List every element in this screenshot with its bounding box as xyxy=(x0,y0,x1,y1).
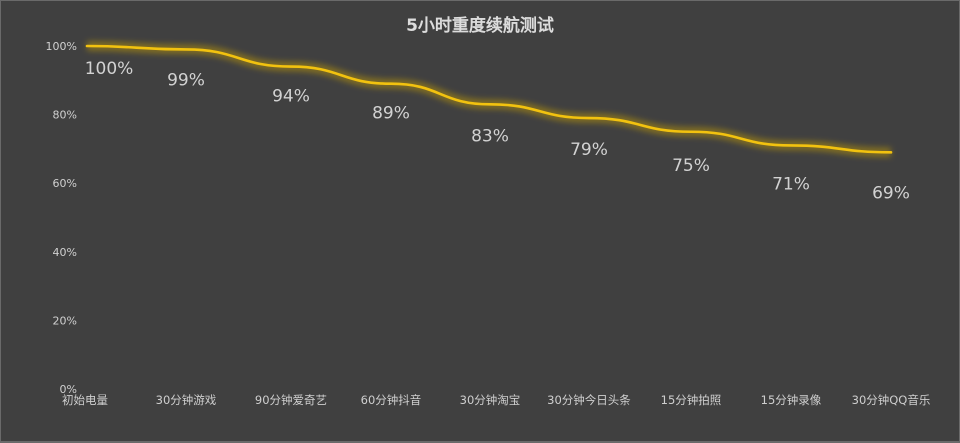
x-tick-label: 30分钟游戏 xyxy=(156,393,217,407)
x-tick-label: 15分钟拍照 xyxy=(661,393,722,407)
y-tick-label: 100% xyxy=(46,40,77,53)
data-label: 75% xyxy=(672,156,710,176)
x-tick-label: 30分钟今日头条 xyxy=(547,393,631,407)
data-label: 83% xyxy=(471,126,509,146)
x-axis: 初始电量 30分钟游戏 90分钟爱奇艺 60分钟抖音 30分钟淘宝 30分钟今日头条 15分… xyxy=(62,393,931,407)
data-label: 94% xyxy=(272,87,310,107)
battery-line xyxy=(85,44,893,154)
y-tick-label: 60% xyxy=(53,177,77,190)
data-label: 89% xyxy=(372,104,410,124)
data-label: 71% xyxy=(772,174,810,194)
data-label: 99% xyxy=(167,70,205,90)
data-label: 100% xyxy=(85,59,134,79)
y-tick-label: 40% xyxy=(53,246,77,259)
x-tick-label: 90分钟爱奇艺 xyxy=(255,393,327,407)
x-tick-label: 60分钟抖音 xyxy=(361,393,422,407)
data-label: 69% xyxy=(872,183,910,203)
x-tick-label: 30分钟QQ音乐 xyxy=(852,393,931,407)
x-tick-label: 初始电量 xyxy=(62,393,108,407)
chart-title: 5小时重度续航测试 xyxy=(406,16,554,36)
y-tick-label: 20% xyxy=(53,314,77,327)
data-label: 79% xyxy=(570,140,608,160)
data-labels: 100% 99% 94% 89% 83% 79% 75% 71% 69% xyxy=(85,59,910,203)
y-tick-label: 80% xyxy=(53,109,77,122)
y-axis: 0% 20% 40% 60% 80% 100% xyxy=(46,40,77,396)
y-tick-label: 0% xyxy=(60,383,77,396)
x-tick-label: 15分钟录像 xyxy=(761,393,822,407)
x-tick-label: 30分钟淘宝 xyxy=(460,393,521,407)
